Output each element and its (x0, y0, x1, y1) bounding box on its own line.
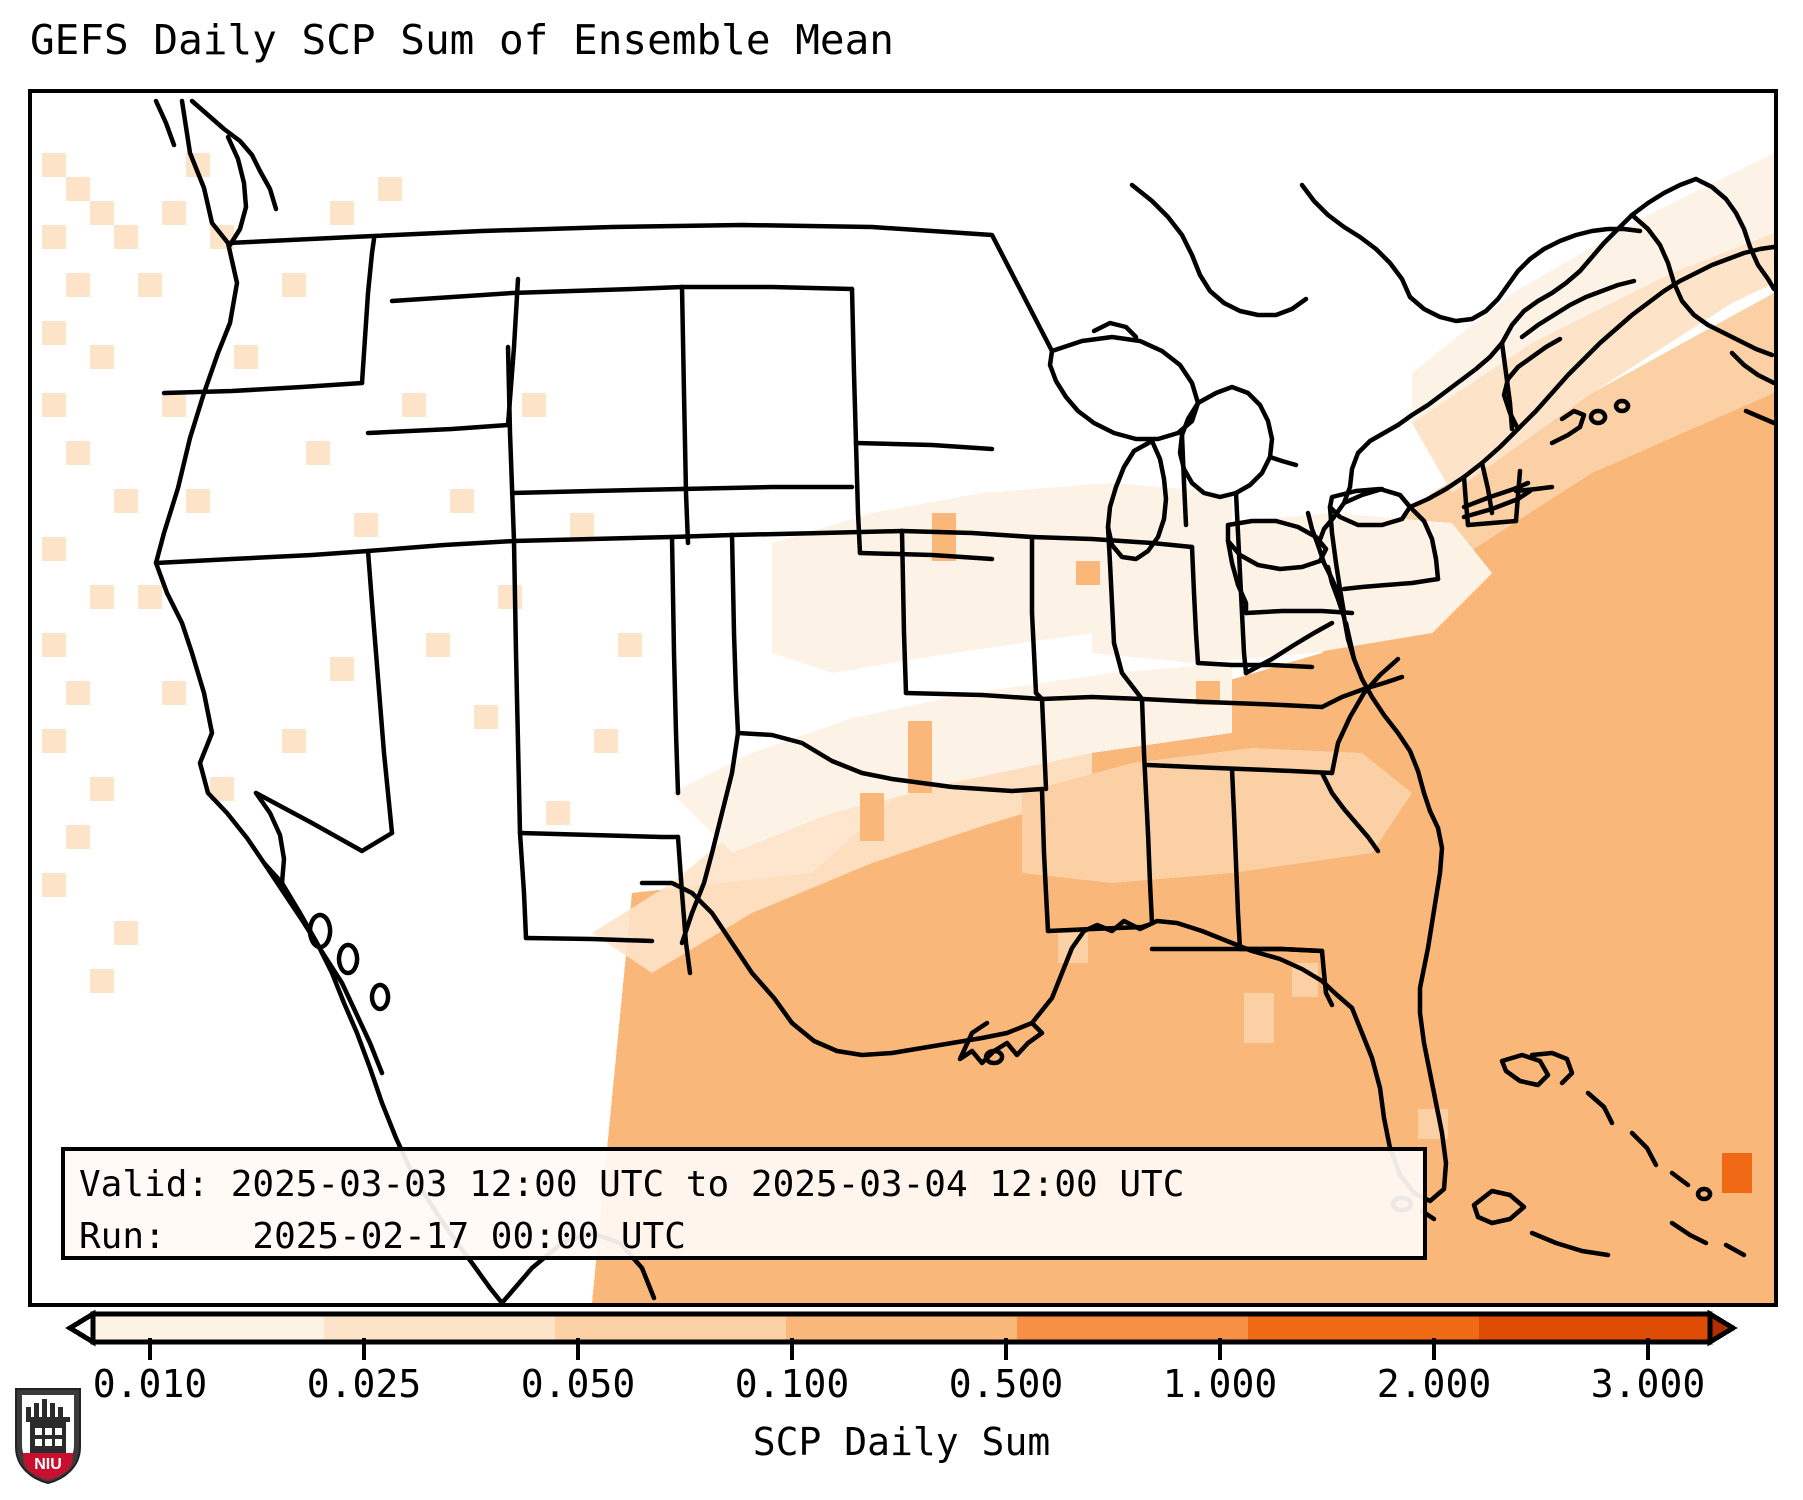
colorbar-band-4 (1017, 1314, 1249, 1342)
colorbar-tick-label-2: 0.050 (520, 1362, 636, 1406)
map-canvas[interactable] (32, 93, 1774, 1303)
colorbar-bands (93, 1314, 1711, 1342)
niu-wordmark: NIU (34, 1456, 62, 1473)
colorbar-tick-0 (148, 1338, 152, 1360)
colorbar-band-0 (93, 1314, 325, 1342)
colorbar-tick-4 (1004, 1338, 1008, 1360)
niu-banner (23, 1453, 73, 1480)
colorbar[interactable] (0, 1310, 1803, 1350)
colorbar-tick-label-3: 0.100 (734, 1362, 850, 1406)
colorbar-axis-label: SCP Daily Sum (752, 1420, 1051, 1464)
info-box: Valid: 2025-03-03 12:00 UTC to 2025-03-0… (61, 1147, 1427, 1260)
colorbar-outline (90, 1311, 1713, 1345)
colorbar-tick-7 (1646, 1338, 1650, 1360)
colorbar-canvas[interactable] (0, 1310, 1803, 1350)
valid-time-line: Valid: 2025-03-03 12:00 UTC to 2025-03-0… (79, 1164, 1185, 1205)
colorbar-tick-2 (576, 1338, 580, 1360)
colorbar-band-2 (555, 1314, 787, 1342)
colorbar-tick-1 (362, 1338, 366, 1360)
colorbar-tick-label-1: 0.025 (306, 1362, 422, 1406)
colorbar-tick-3 (790, 1338, 794, 1360)
niu-castle-icon (26, 1399, 70, 1454)
niu-windows-icon (35, 1428, 62, 1446)
colorbar-band-1 (324, 1314, 556, 1342)
map-panel[interactable]: Valid: 2025-03-03 12:00 UTC to 2025-03-0… (28, 89, 1778, 1307)
colorbar-band-3 (786, 1314, 1018, 1342)
colorbar-band-6 (1479, 1314, 1711, 1342)
colorbar-tick-6 (1432, 1338, 1436, 1360)
colorbar-tick-label-6: 2.000 (1376, 1362, 1492, 1406)
colorbar-tick-label-0: 0.010 (92, 1362, 208, 1406)
colorbar-tick-label-5: 1.000 (1162, 1362, 1278, 1406)
run-time-line: Run: 2025-02-17 00:00 UTC (79, 1216, 686, 1257)
geography-outlines (153, 98, 1774, 1303)
colorbar-tick-label-4: 0.500 (948, 1362, 1064, 1406)
colorbar-tick-label-7: 3.000 (1590, 1362, 1706, 1406)
colorbar-ticks (0, 1338, 1803, 1362)
colorbar-band-5 (1248, 1314, 1480, 1342)
niu-logo[interactable]: NIU (12, 1385, 84, 1485)
page-title: GEFS Daily SCP Sum of Ensemble Mean (30, 16, 894, 64)
colorbar-tick-5 (1218, 1338, 1222, 1360)
